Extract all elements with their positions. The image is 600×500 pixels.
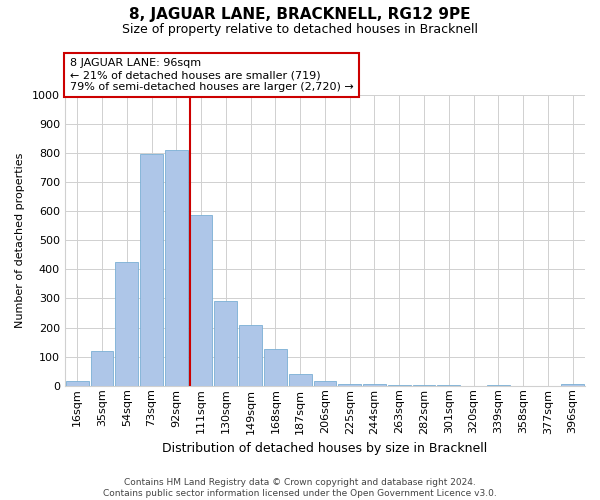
Bar	[338, 384, 361, 386]
Bar	[214, 302, 237, 386]
Bar	[66, 382, 89, 386]
Bar	[165, 150, 188, 386]
Text: 8 JAGUAR LANE: 96sqm
← 21% of detached houses are smaller (719)
79% of semi-deta: 8 JAGUAR LANE: 96sqm ← 21% of detached h…	[70, 58, 354, 92]
Bar	[363, 384, 386, 386]
Bar	[264, 350, 287, 386]
Text: Contains HM Land Registry data © Crown copyright and database right 2024.
Contai: Contains HM Land Registry data © Crown c…	[103, 478, 497, 498]
Bar	[190, 216, 212, 386]
Bar	[239, 324, 262, 386]
Bar	[561, 384, 584, 386]
Bar	[91, 351, 113, 386]
X-axis label: Distribution of detached houses by size in Bracknell: Distribution of detached houses by size …	[162, 442, 488, 455]
Text: Size of property relative to detached houses in Bracknell: Size of property relative to detached ho…	[122, 22, 478, 36]
Bar	[388, 385, 410, 386]
Bar	[140, 154, 163, 386]
Text: 8, JAGUAR LANE, BRACKNELL, RG12 9PE: 8, JAGUAR LANE, BRACKNELL, RG12 9PE	[129, 8, 471, 22]
Y-axis label: Number of detached properties: Number of detached properties	[15, 152, 25, 328]
Bar	[289, 374, 311, 386]
Bar	[314, 382, 336, 386]
Bar	[115, 262, 138, 386]
